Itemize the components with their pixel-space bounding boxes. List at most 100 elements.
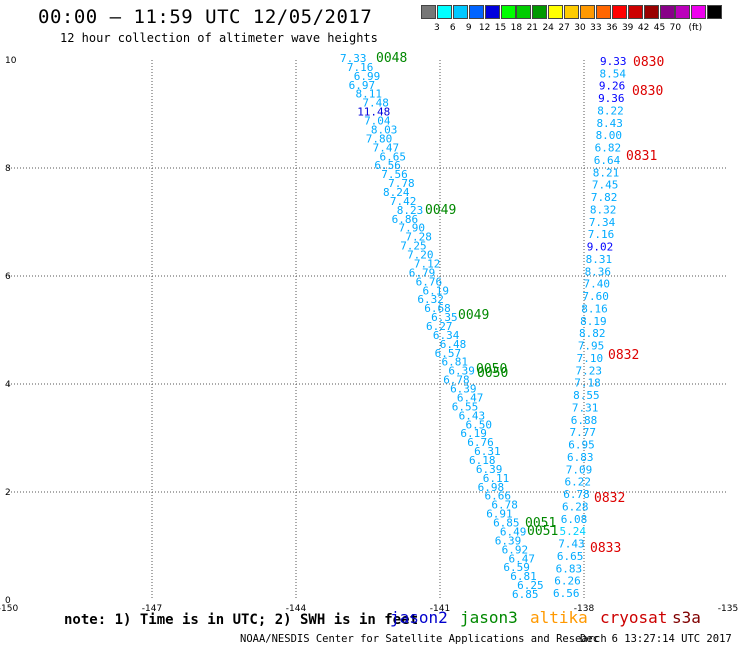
color-scale-swatch [675, 5, 691, 19]
color-scale-swatch [564, 5, 580, 19]
wave-height-label: 6.83 [567, 451, 594, 464]
map-title: 00:00 – 11:59 UTC 12/05/2017 [38, 6, 373, 28]
wave-height-label: 8.24 [383, 186, 410, 199]
color-scale-label: 21 [526, 23, 539, 33]
color-scale-swatch [643, 5, 659, 19]
map-subtitle: 12 hour collection of altimeter wave hei… [60, 31, 378, 45]
units-note: note: 1) Time is in UTC; 2) SWH is in fe… [64, 612, 419, 628]
color-scale-label: 30 [574, 23, 586, 33]
y-tick-label: 6 [5, 272, 11, 282]
wave-height-label: 8.55 [573, 389, 600, 402]
pass-time-label: 0051 [525, 516, 556, 531]
pass-time-label: 0831 [626, 149, 657, 164]
pass-time-label: 0049 [425, 203, 456, 218]
wave-height-label: 6.65 [380, 150, 407, 163]
wave-height-label: 7.09 [566, 463, 593, 476]
wave-height-label: 6.76 [467, 436, 494, 449]
wave-height-label: 7.48 [362, 97, 389, 110]
legend-item-s3a: s3a [672, 608, 701, 627]
y-tick-label: 4 [5, 380, 11, 390]
pass-time-label: 0833 [590, 541, 621, 556]
wave-height-label: 8.19 [580, 315, 607, 328]
wave-height-label: 6.50 [466, 418, 493, 431]
wave-height-label: 6.57 [435, 347, 462, 360]
x-tick-label: -135 [718, 604, 738, 614]
wave-height-label: 6.88 [571, 414, 598, 427]
wave-height-label: 6.55 [452, 400, 479, 413]
wave-height-label: 6.19 [460, 427, 487, 440]
wave-height-label: 8.23 [397, 204, 424, 217]
wave-height-label: 8.31 [586, 253, 613, 266]
pass-time-label: 0830 [633, 55, 664, 70]
wave-height-label: 7.40 [583, 278, 610, 291]
timestamp-footer: Dec 6 13:27:14 UTC 2017 [580, 633, 732, 645]
y-tick-label: 10 [5, 56, 17, 66]
wave-height-label: 6.49 [500, 525, 527, 538]
wave-height-label: 8.36 [585, 265, 612, 278]
wave-height-label: 6.32 [417, 293, 444, 306]
y-tick-label: 8 [5, 164, 11, 174]
color-scale-label: 24 [542, 23, 554, 33]
wave-height-label: 6.26 [554, 575, 581, 588]
wave-height-label: 7.90 [398, 222, 425, 235]
wave-height-label: 6.56 [553, 587, 580, 600]
wave-height-label: 6.98 [478, 481, 505, 494]
color-scale-swatch [516, 5, 532, 19]
legend-item-cryosat: cryosat [600, 608, 668, 627]
wave-height-label: 11.48 [357, 106, 390, 119]
wave-height-label: 6.79 [409, 266, 436, 279]
wave-height-label: 9.26 [599, 80, 626, 93]
wave-height-label: 7.18 [574, 377, 601, 390]
wave-height-label: 7.45 [592, 179, 619, 192]
wave-height-label: 7.42 [390, 195, 417, 208]
wave-height-label: 6.39 [495, 534, 522, 547]
wave-height-label: 6.81 [510, 570, 537, 583]
color-scale-label: 36 [606, 23, 618, 33]
wave-height-label: 8.11 [355, 88, 382, 101]
color-scale-label: 70 [669, 23, 682, 33]
x-tick-label: -150 [0, 604, 18, 614]
wave-height-label: 6.82 [595, 142, 622, 155]
wave-height-label: 6.25 [517, 579, 544, 592]
wave-height-label: 6.27 [426, 320, 453, 333]
wave-height-label: 7.12 [414, 257, 441, 270]
wave-height-label: 6.78 [491, 499, 518, 512]
wave-height-label: 8.00 [596, 129, 623, 142]
wave-height-label: 6.31 [474, 445, 501, 458]
wave-height-label: 8.43 [596, 117, 623, 130]
wave-height-label: 6.08 [561, 513, 588, 526]
y-tick-label: 2 [5, 488, 11, 498]
wave-height-label: 6.48 [440, 338, 467, 351]
wave-height-label: 7.33 [340, 52, 367, 65]
x-tick-label: -141 [430, 604, 450, 614]
pass-time-label: 0050 [476, 362, 507, 377]
wave-height-label: 8.82 [579, 327, 606, 340]
color-scale-swatch [548, 5, 564, 19]
pass-time-label: 0048 [376, 51, 407, 66]
color-scale-label: 6 [449, 23, 456, 33]
wave-height-label: 8.21 [593, 166, 620, 179]
wave-height-label: 7.82 [591, 191, 618, 204]
x-tick-label: -144 [286, 604, 307, 614]
wave-height-label: 6.18 [469, 454, 496, 467]
wave-height-label: 7.34 [589, 216, 616, 229]
wave-height-label: 6.85 [512, 588, 539, 601]
wave-height-label: 6.97 [349, 79, 376, 92]
wave-height-label: 6.11 [483, 472, 510, 485]
wave-height-label: 7.04 [364, 115, 391, 128]
wave-height-label: 6.78 [443, 374, 470, 387]
wave-height-label: 7.23 [575, 364, 602, 377]
wave-height-label: 6.76 [416, 275, 443, 288]
wave-height-label: 8.22 [597, 104, 624, 117]
x-tick-label: -147 [142, 604, 162, 614]
wave-height-label: 6.83 [556, 562, 583, 575]
color-scale-label: 15 [494, 23, 507, 33]
wave-height-label: 6.64 [594, 154, 621, 167]
wave-height-label: 7.16 [347, 61, 374, 74]
color-scale-label: 18 [510, 23, 523, 33]
wave-height-label: 7.77 [569, 426, 596, 439]
color-scale-label: (ft) [688, 23, 703, 33]
wave-height-label: 5.24 [559, 525, 586, 538]
color-scale-label: 9 [465, 23, 472, 33]
